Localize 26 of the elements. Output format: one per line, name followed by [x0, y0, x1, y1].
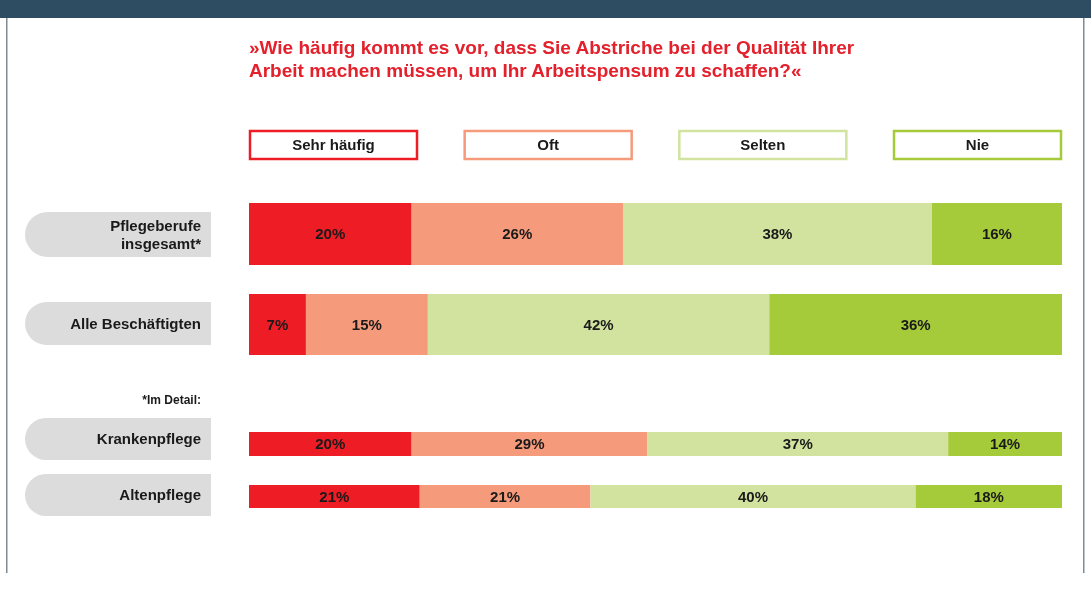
y-tick-label: Pflegeberufe insgesamt* — [110, 216, 202, 252]
data-label: 21% — [490, 487, 521, 505]
text: Nie — [965, 136, 990, 154]
text: *Im Detail: — [142, 393, 201, 408]
data-label: 20% — [315, 435, 346, 453]
text: Sehr häufig — [292, 136, 375, 154]
data-label: 37% — [782, 435, 813, 453]
data-label: 20% — [315, 225, 346, 243]
data-label: 7% — [266, 315, 289, 333]
data-label: 15% — [351, 315, 382, 333]
text: Selten — [740, 136, 786, 154]
y-tick-label: Altenpflege — [119, 486, 201, 504]
text: Oft — [537, 136, 559, 154]
data-label: 38% — [762, 225, 793, 243]
data-label: 21% — [319, 487, 350, 505]
data-label: 26% — [502, 225, 533, 243]
chart-title: »Wie häufig kommt es vor, dass Sie Abstriche bei der Qualität Ihrer Arbeit machen müssen, um Ihr Arbeitspensum zu schaffen?« — [249, 37, 855, 81]
data-label: 18% — [973, 487, 1004, 505]
data-label: 36% — [900, 315, 931, 333]
data-label: 16% — [981, 225, 1012, 243]
data-label: 42% — [583, 315, 614, 333]
y-tick-label: Krankenpflege — [96, 430, 201, 448]
data-label: 40% — [738, 487, 769, 505]
data-label: 14% — [990, 435, 1021, 453]
y-tick-label: Alle Beschäftigten — [70, 314, 201, 332]
data-label: 29% — [514, 435, 545, 453]
